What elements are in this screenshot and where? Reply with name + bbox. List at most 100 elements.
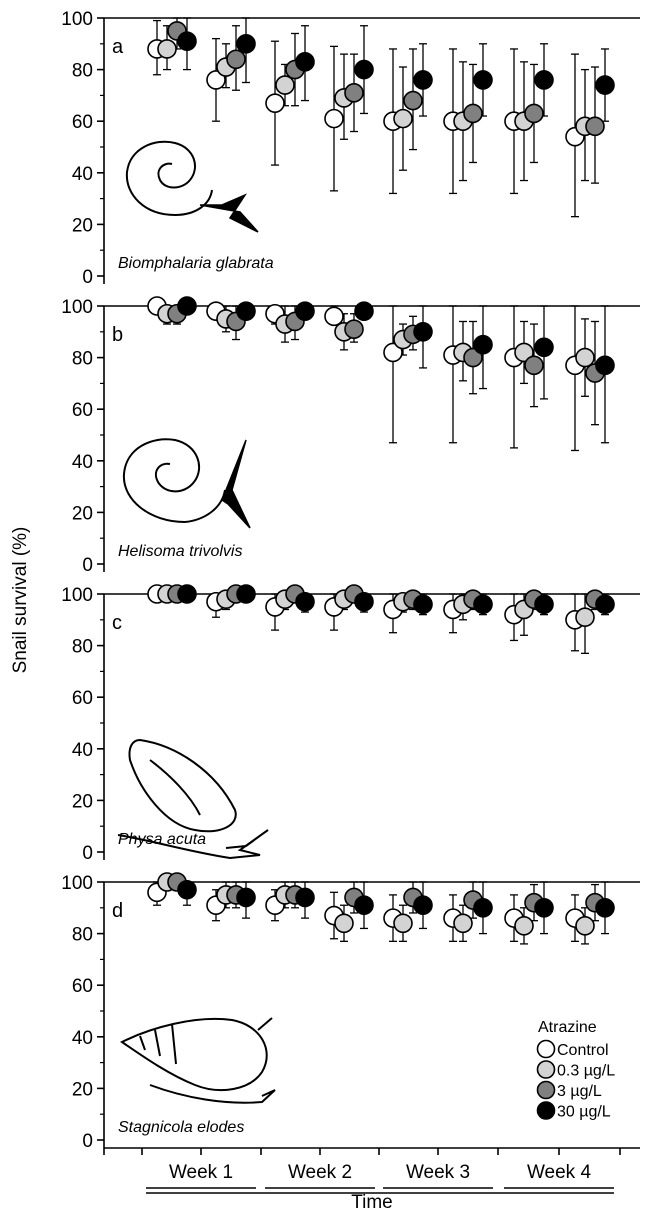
legend-marker [536, 1039, 556, 1059]
data-point [275, 75, 295, 95]
data-point [473, 334, 493, 355]
panel-letter: b [112, 324, 123, 346]
y-tick-label: 40 [72, 1028, 93, 1049]
data-point [575, 916, 595, 936]
y-tick-label: 100 [61, 873, 93, 894]
y-tick-label: 80 [72, 637, 93, 658]
data-point [393, 913, 413, 934]
data-point [344, 319, 364, 340]
data-point [236, 887, 256, 908]
data-point [236, 33, 256, 54]
y-tick-label: 40 [72, 452, 93, 473]
panel-a: 0 20 40 60 80 100 a Biomphalaria glabrata [61, 9, 640, 288]
data-point [514, 916, 534, 936]
y-tick-label: 80 [72, 349, 93, 370]
panel-letter: c [112, 612, 122, 634]
y-tick-label: 60 [72, 112, 93, 133]
data-point [177, 879, 197, 900]
legend-entries: Control 0.3 µg/L 3 µg/L 30 µg/L [536, 1039, 615, 1121]
data-point [514, 342, 534, 363]
legend-title: Atrazine [538, 1019, 597, 1036]
week-label: Week 4 [527, 1162, 592, 1183]
data-point [354, 591, 374, 612]
data-point [473, 594, 493, 615]
panel-c: 0 20 40 60 80 100 c Physa acuta [61, 584, 640, 864]
week-label: Week 3 [406, 1162, 470, 1183]
species-label: Biomphalaria glabrata [118, 255, 274, 272]
panel-d: 0 20 40 60 80 100 d Stagnicola elodes [61, 872, 640, 1152]
panel-letter: a [112, 36, 124, 58]
legend-label: 30 µg/L [557, 1104, 611, 1121]
data-point [575, 347, 595, 368]
data-point [295, 52, 315, 72]
species-label: Helisoma trivolvis [118, 543, 242, 560]
data-point [463, 103, 483, 124]
y-tick-label: 60 [72, 688, 93, 709]
y-tick-label: 80 [72, 925, 93, 946]
y-tick-label: 60 [72, 400, 93, 421]
y-tick-label: 80 [72, 61, 93, 82]
data-point [463, 347, 483, 368]
y-tick-label: 0 [82, 1131, 93, 1152]
y-tick-label: 0 [82, 267, 93, 288]
data-point [236, 584, 256, 604]
data-point [295, 887, 315, 908]
physa-snail-drawing [117, 738, 269, 860]
data-point [157, 39, 177, 59]
y-tick-label: 100 [61, 9, 93, 30]
y-tick-label: 20 [72, 215, 93, 236]
data-point [344, 83, 364, 103]
data-point [206, 70, 226, 90]
data-point [534, 70, 554, 90]
data-point [595, 594, 615, 615]
data-point [534, 337, 554, 358]
week-labels: Week 1 Week 2 Week 3 Week 4 [103, 1147, 640, 1194]
data-point [524, 103, 544, 124]
data-point [324, 306, 344, 327]
data-point [177, 296, 197, 316]
data-point [177, 584, 197, 604]
data-point [236, 301, 256, 321]
data-point [413, 321, 433, 342]
legend: Atrazine Control 0.3 µg/L 3 µg/L 30 µg/L [536, 1019, 615, 1121]
data-point [383, 342, 403, 363]
y-axis-title: Snail survival (%) [10, 527, 31, 674]
y-tick-label: 20 [72, 1079, 93, 1100]
data-point [453, 913, 473, 934]
y-tick-label: 60 [72, 976, 93, 997]
data-point [595, 897, 615, 918]
week-label: Week 1 [169, 1162, 233, 1183]
y-tick-label: 20 [72, 791, 93, 812]
data-point [413, 70, 433, 90]
species-label: Stagnicola elodes [118, 1119, 244, 1136]
week-label: Week 2 [288, 1162, 352, 1183]
data-point [413, 895, 433, 916]
data-point [595, 75, 615, 95]
data-point [177, 31, 197, 52]
y-tick-label: 100 [61, 297, 93, 318]
data-point [524, 355, 544, 376]
species-label: Physa acuta [118, 831, 206, 848]
data-point [403, 90, 423, 111]
legend-marker [536, 1080, 556, 1100]
panel-letter: d [112, 900, 123, 922]
legend-marker [536, 1060, 556, 1079]
data-point [354, 301, 374, 321]
data-point [595, 355, 615, 376]
legend-label: 3 µg/L [557, 1083, 602, 1100]
data-point [324, 108, 344, 129]
data-point [413, 594, 433, 615]
data-point [226, 49, 246, 70]
biomphalaria-snail-drawing [125, 140, 259, 233]
helisoma-snail-drawing [122, 438, 251, 529]
panel-b: 0 20 40 60 80 100 b Helisoma trivolvis [61, 296, 640, 576]
x-axis-title: Time [351, 1192, 393, 1213]
y-tick-label: 40 [72, 164, 93, 185]
data-point [393, 108, 413, 129]
data-point [295, 301, 315, 321]
data-point [534, 897, 554, 918]
y-tick-label: 40 [72, 740, 93, 761]
y-tick-label: 100 [61, 585, 93, 606]
data-point [473, 70, 493, 90]
